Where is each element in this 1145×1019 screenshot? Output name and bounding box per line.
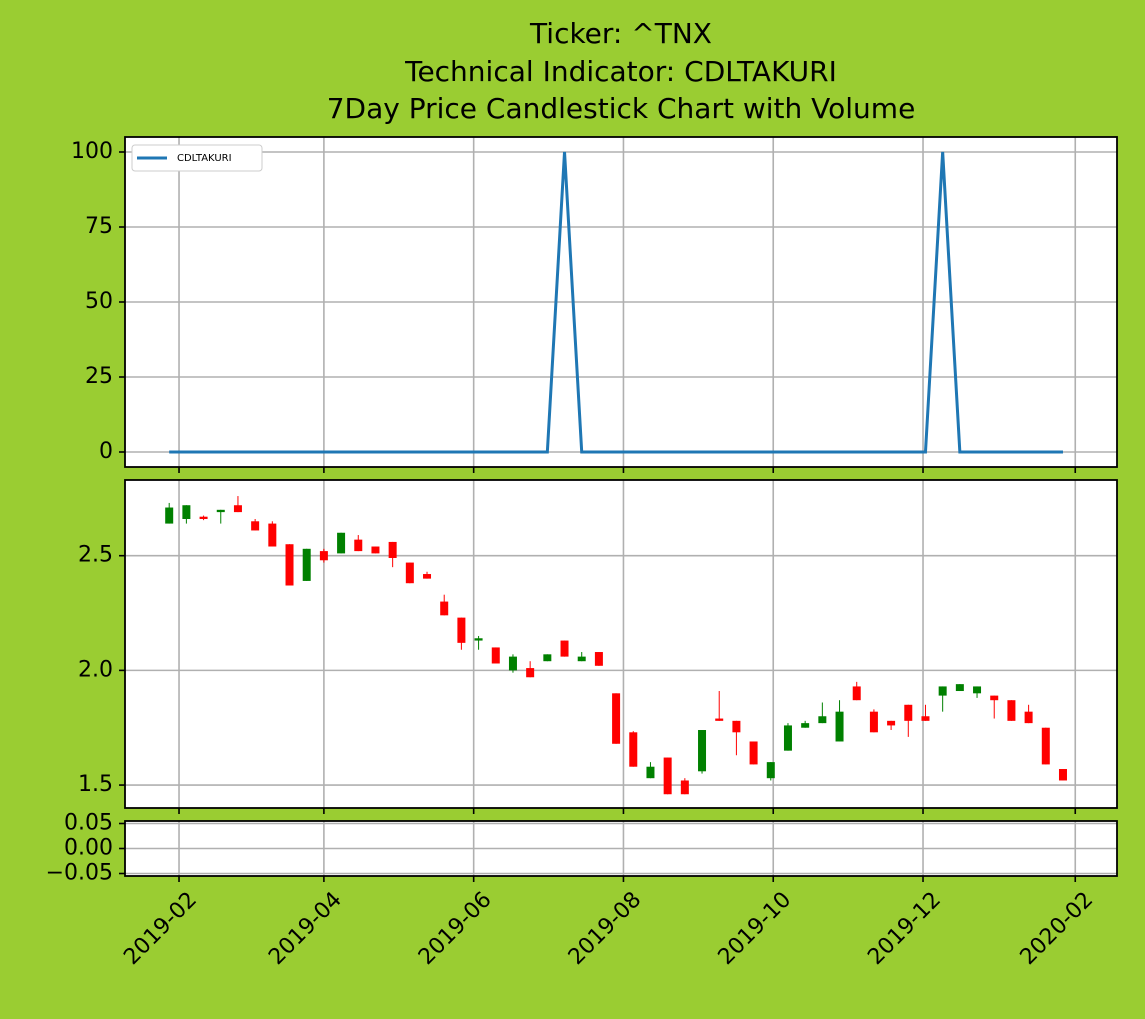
candle-body [251,521,260,531]
y-tick-label: 25 [85,364,113,389]
candle-body [973,686,982,694]
candle-body [869,711,878,733]
y-tick-label: 0.05 [64,811,113,836]
candle-body [1024,711,1033,724]
candle-body [491,647,500,664]
chart-title: Technical Indicator: CDLTAKURI [404,55,837,88]
candle-body [165,507,174,524]
candle-body [698,730,707,772]
candle-body [405,562,414,584]
candle-body [268,523,277,547]
candle-body [766,762,775,779]
candle-body [457,617,466,643]
candle-body [440,601,449,616]
candle-body [852,686,861,701]
candle-body [680,780,689,795]
chart-title: Ticker: ^TNX [529,17,712,50]
candle-body [474,638,483,641]
plot-frame [124,136,1118,468]
candle-body [629,732,638,767]
candle-body [663,757,672,795]
candle-body [1041,727,1050,765]
candle-body [818,716,827,724]
candle-body [1058,769,1067,781]
y-tick-label: 2.0 [78,657,113,682]
candle-body [749,741,758,765]
candle-body [938,686,947,696]
candle-body [612,693,621,744]
candle-body [732,720,741,733]
y-tick-label: 0 [99,439,113,464]
y-tick-label: 50 [85,289,113,314]
plot-area [125,480,1117,808]
candle-body [388,541,397,558]
plot-frame [124,820,1118,877]
legend-label: CDLTAKURI [177,153,232,164]
candle-body [783,725,792,751]
candle-body [285,544,294,586]
chart-title: 7Day Price Candlestick Chart with Volume [327,92,916,125]
candle-body [543,654,552,662]
candle-body [990,695,999,701]
candle-body [371,546,380,554]
candle-body [302,548,311,581]
y-tick-label: 1.5 [78,772,113,797]
candle-body [1007,700,1016,721]
candle-body [354,539,363,552]
candle-body [508,656,517,671]
y-tick-label: −0.05 [46,861,113,886]
y-tick-label: 0.00 [64,836,113,861]
candle-body [337,532,346,554]
y-tick-label: 75 [85,214,113,239]
legend-box [131,144,263,172]
candle-body [715,718,724,721]
candle-body [526,668,535,678]
candle-body [904,704,913,721]
line [169,151,1063,454]
candle-body [921,716,930,721]
candle-body [182,505,191,519]
y-tick-label: 2.5 [78,543,113,568]
plot-frame [124,479,1118,809]
candle-body [955,684,964,692]
candle-body [835,711,844,742]
candle-body [233,505,242,513]
candle-body [199,516,208,519]
candle-body [801,723,810,728]
candle-body [319,551,328,561]
candle-body [594,652,603,666]
candle-body [560,640,569,657]
y-tick-label: 100 [71,139,113,164]
candle-body [423,574,432,579]
candle-body [646,766,655,779]
candle-body [887,720,896,726]
candle-body [216,509,225,513]
candle-body [577,656,586,662]
